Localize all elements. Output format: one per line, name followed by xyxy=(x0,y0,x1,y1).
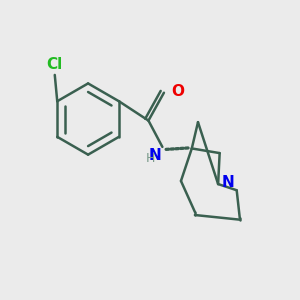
Text: N: N xyxy=(222,175,235,190)
Text: Cl: Cl xyxy=(46,57,63,72)
Text: N: N xyxy=(149,148,162,163)
Text: O: O xyxy=(172,84,185,99)
Text: H: H xyxy=(146,152,155,166)
